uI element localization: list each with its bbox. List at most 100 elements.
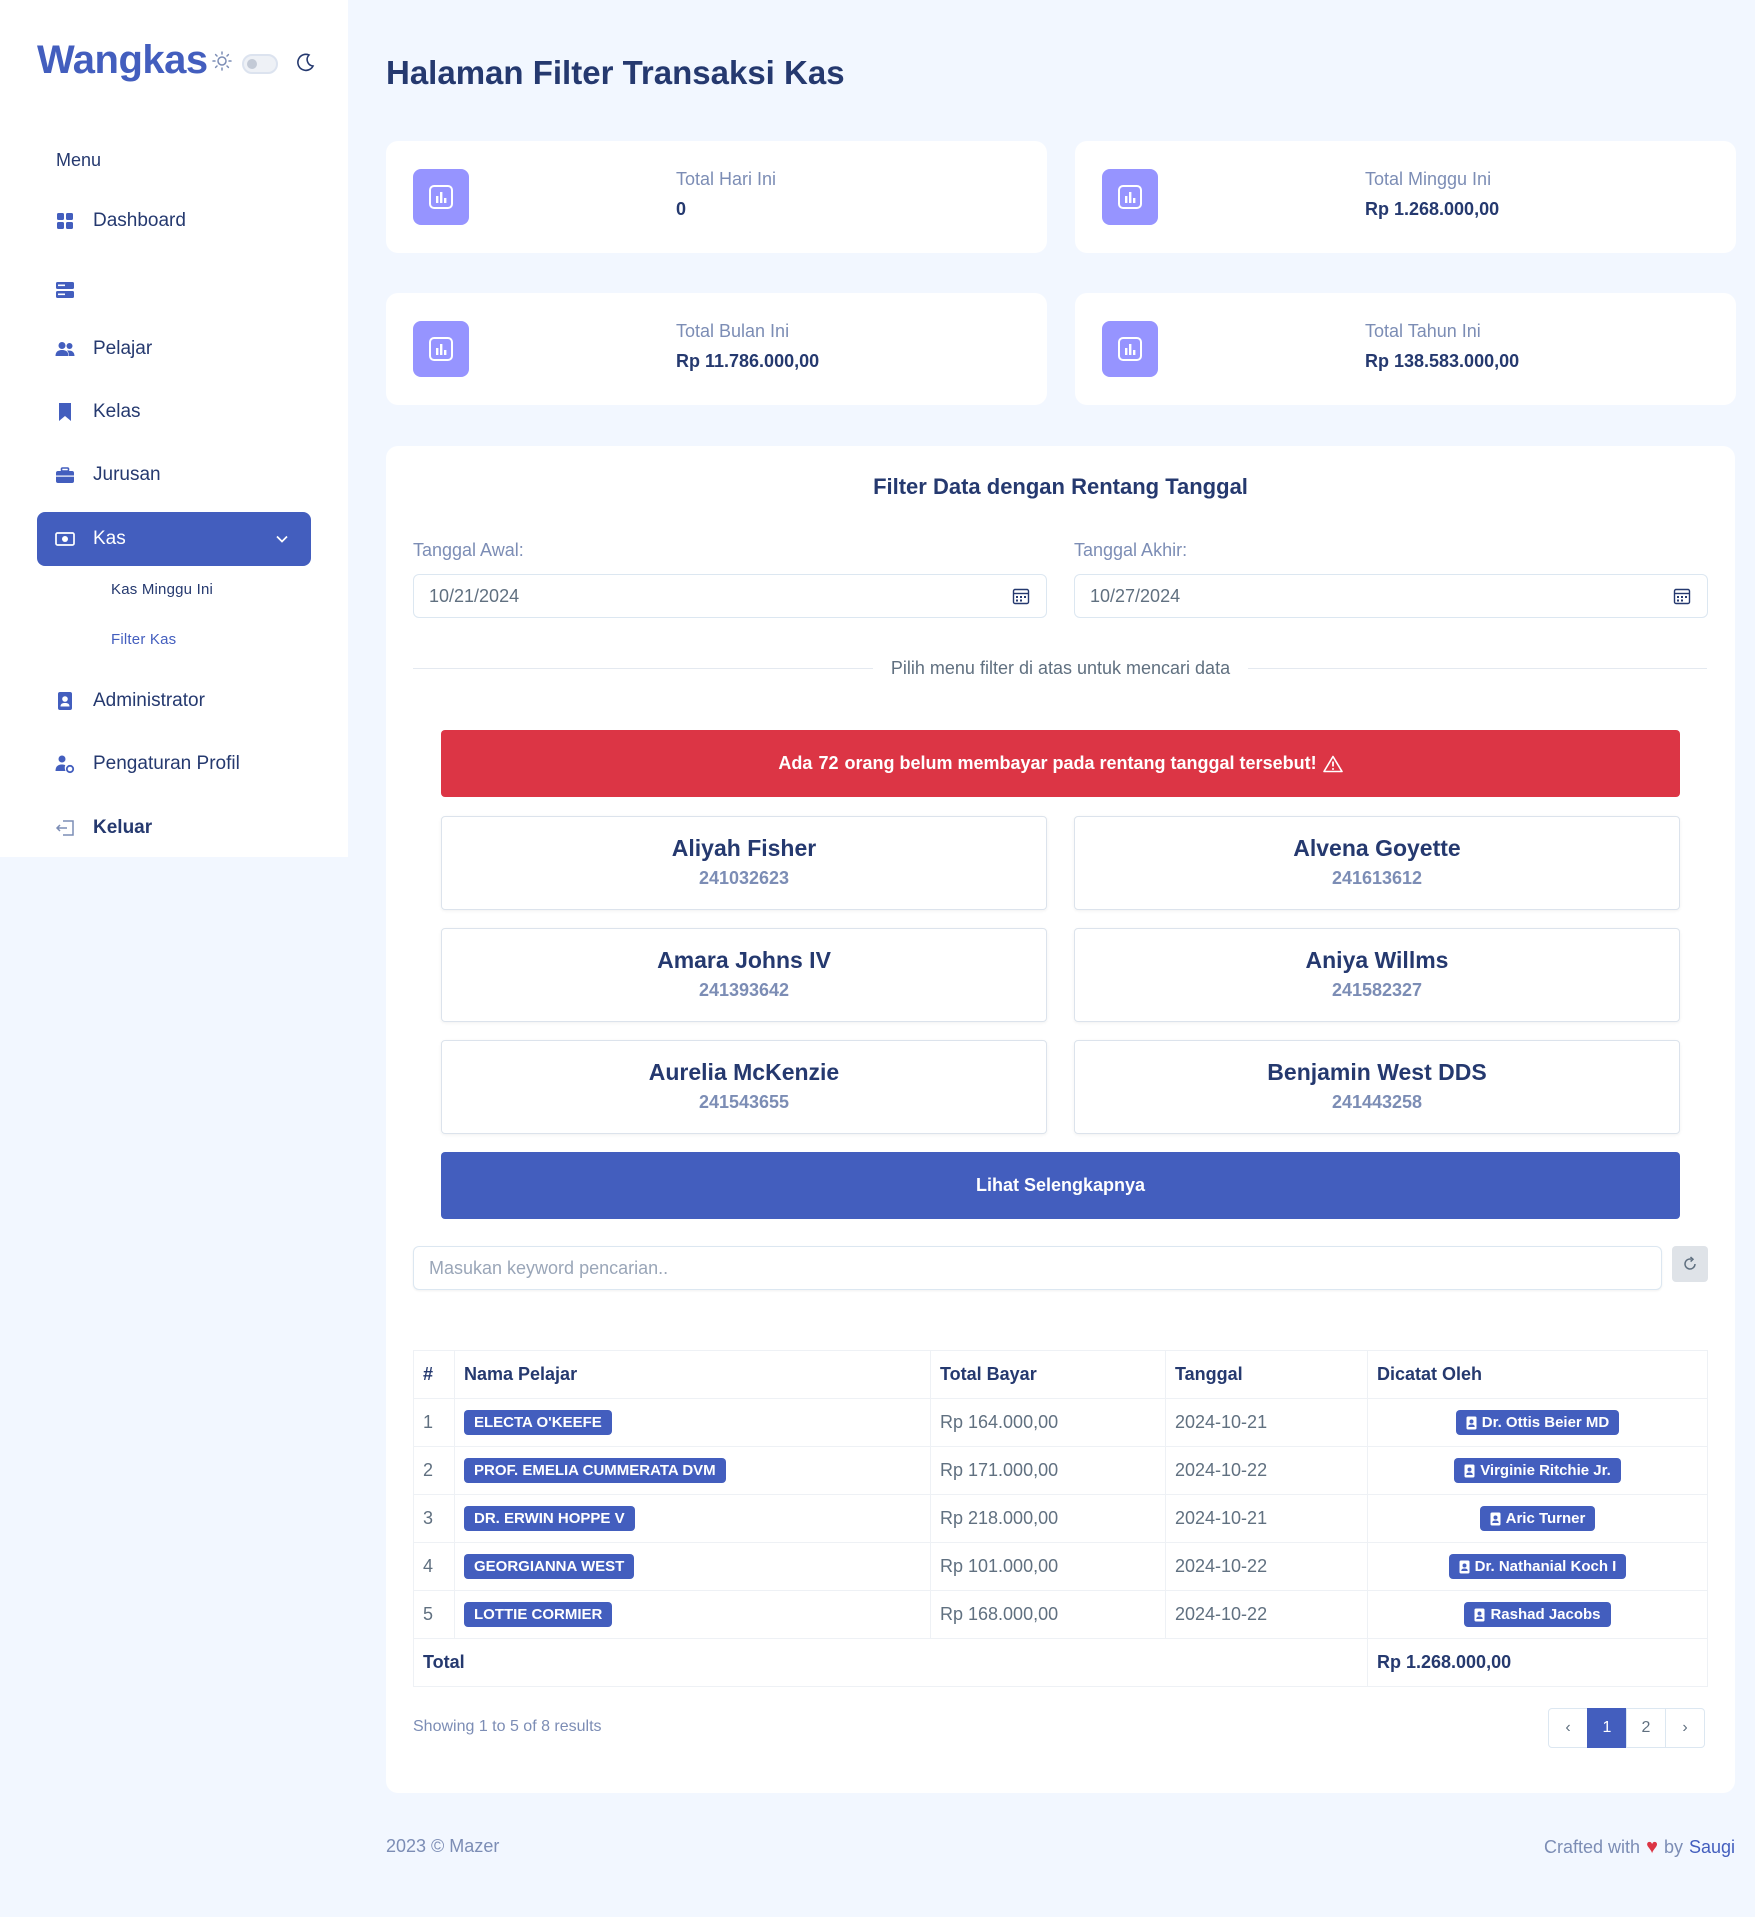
- sidebar-item-label: Keluar: [93, 817, 153, 838]
- total-label: Total: [413, 1638, 1368, 1687]
- stat-value: 0: [676, 199, 687, 219]
- student-id: 241393642: [698, 980, 790, 1000]
- calendar-icon[interactable]: [1673, 587, 1691, 610]
- refresh-button[interactable]: [1672, 1246, 1708, 1282]
- end-date-value: 10/27/2024: [1090, 585, 1181, 606]
- cash-icon: [55, 529, 75, 549]
- grid-icon: [55, 211, 75, 231]
- date-cell: 2024-10-22: [1165, 1542, 1368, 1591]
- people-icon: [55, 339, 75, 359]
- table-total-row: Total Rp 1.268.000,00: [413, 1638, 1708, 1687]
- footer-copyright: 2023 © Mazer: [386, 1836, 500, 1856]
- student-name-badge: Lottie Cormier: [464, 1602, 613, 1627]
- student-name-badge: Electa O'Keefe: [464, 1410, 612, 1435]
- column-header: #: [413, 1350, 455, 1399]
- student-id: 241443258: [1331, 1092, 1423, 1112]
- student-card: Amara Johns IV 241393642: [441, 928, 1047, 1022]
- row-number: 5: [413, 1590, 455, 1639]
- briefcase-icon: [55, 465, 75, 485]
- sidebar-item-server[interactable]: [37, 263, 311, 317]
- sun-icon: [211, 51, 232, 76]
- total-value: Rp 1.268.000,00: [1367, 1638, 1708, 1687]
- bar-chart-icon: [413, 321, 469, 377]
- pagination-next[interactable]: ›: [1665, 1708, 1705, 1748]
- author-link[interactable]: Saugi: [1688, 1837, 1735, 1857]
- filter-card: Filter Data dengan Rentang Tanggal Tangg…: [386, 446, 1735, 1793]
- table-row: 3 Dr. Erwin Hoppe V Rp 218.000,00 2024-1…: [413, 1494, 1708, 1543]
- brand-logo[interactable]: Wangkas: [37, 38, 208, 82]
- heart-icon: ♥: [1646, 1836, 1658, 1858]
- amount-cell: Rp 218.000,00: [930, 1494, 1166, 1543]
- student-id: 241543655: [698, 1092, 790, 1112]
- badge-icon: [1459, 1560, 1470, 1573]
- see-more-button[interactable]: Lihat Selengkapnya: [441, 1152, 1680, 1219]
- badge-icon: [55, 691, 75, 711]
- stat-card-week: Total Minggu Ini Rp 1.268.000,00: [1075, 141, 1736, 253]
- person-gear-icon: [55, 754, 75, 774]
- pagination-page-2[interactable]: 2: [1626, 1708, 1666, 1748]
- column-header: Dicatat Oleh: [1367, 1350, 1708, 1399]
- filter-title: Filter Data dengan Rentang Tanggal: [873, 474, 1248, 499]
- sidebar-item-keluar[interactable]: Keluar: [37, 801, 311, 855]
- stat-label: Total Bulan Ini: [676, 321, 790, 341]
- bookmark-icon: [55, 402, 75, 422]
- stat-card-today: Total Hari Ini 0: [386, 141, 1047, 253]
- recorder-badge: Aric Turner: [1479, 1506, 1596, 1531]
- end-date-input[interactable]: 10/27/2024: [1074, 574, 1708, 618]
- stat-value: Rp 11.786.000,00: [676, 351, 820, 371]
- sidebar-item-kelas[interactable]: Kelas: [37, 385, 311, 439]
- sidebar-item-kas[interactable]: Kas: [37, 512, 311, 566]
- sidebar-subitem-kas-minggu-ini[interactable]: Kas Minggu Ini: [111, 581, 214, 598]
- search-input[interactable]: [413, 1246, 1662, 1290]
- start-date-input[interactable]: 10/21/2024: [413, 574, 1047, 618]
- row-number: 3: [413, 1494, 455, 1543]
- warning-icon: [1322, 755, 1343, 773]
- pagination-page-1[interactable]: 1: [1587, 1708, 1627, 1748]
- column-header: Nama Pelajar: [454, 1350, 931, 1399]
- pagination: ‹ 1 2 ›: [1548, 1708, 1705, 1748]
- moon-icon: [296, 52, 316, 77]
- sidebar-item-pengaturan-profil[interactable]: Pengaturan Profil: [37, 737, 311, 791]
- table-row: 4 Georgianna West Rp 101.000,00 2024-10-…: [413, 1542, 1708, 1591]
- student-name: Benjamin West DDS: [1267, 1059, 1487, 1085]
- student-id: 241582327: [1331, 980, 1423, 1000]
- student-name-badge: Dr. Erwin Hoppe V: [464, 1506, 635, 1531]
- sidebar-item-jurusan[interactable]: Jurusan: [37, 448, 311, 502]
- brand: Wangkas: [37, 38, 316, 83]
- sidebar-item-label: Administrator: [93, 690, 205, 711]
- start-date-value: 10/21/2024: [429, 585, 520, 606]
- refresh-icon: [1682, 1256, 1698, 1272]
- pagination-prev[interactable]: ‹: [1548, 1708, 1588, 1748]
- stat-card-month: Total Bulan Ini Rp 11.786.000,00: [386, 293, 1047, 405]
- date-cell: 2024-10-22: [1165, 1446, 1368, 1495]
- table-header-row: # Nama Pelajar Total Bayar Tanggal Dicat…: [413, 1350, 1708, 1399]
- student-name-badge: Georgianna West: [464, 1554, 635, 1579]
- unpaid-alert: Ada 72 orang belum membayar pada rentang t…: [441, 730, 1680, 797]
- sidebar-item-pelajar[interactable]: Pelajar: [37, 322, 311, 376]
- student-name-badge: Prof. Emelia Cummerata DVM: [464, 1458, 726, 1483]
- calendar-icon[interactable]: [1012, 587, 1030, 610]
- amount-cell: Rp 164.000,00: [930, 1398, 1166, 1447]
- sidebar-item-dashboard[interactable]: Dashboard: [37, 194, 311, 248]
- student-card: Aurelia McKenzie 241543655: [441, 1040, 1047, 1134]
- pagination-summary: Showing 1 to 5 of 8 results: [413, 1718, 602, 1735]
- table-row: 5 Lottie Cormier Rp 168.000,00 2024-10-2…: [413, 1590, 1708, 1639]
- row-number: 2: [413, 1446, 455, 1495]
- bar-chart-icon: [413, 169, 469, 225]
- student-name: Aliyah Fisher: [671, 835, 817, 861]
- end-date-label: Tanggal Akhir:: [1074, 540, 1188, 560]
- chevron-down-icon: [275, 530, 289, 552]
- sidebar-subitem-filter-kas[interactable]: Filter Kas: [111, 631, 177, 648]
- page-title: Halaman Filter Transaksi Kas: [386, 54, 845, 91]
- sidebar-item-administrator[interactable]: Administrator: [37, 674, 311, 728]
- table-row: 1 Electa O'Keefe Rp 164.000,00 2024-10-2…: [413, 1398, 1708, 1447]
- unpaid-count: 72: [818, 753, 839, 773]
- filter-hint: Pilih menu filter di atas untuk mencari …: [386, 658, 1735, 679]
- theme-toggle[interactable]: [241, 53, 278, 74]
- sidebar-item-label: Dashboard: [93, 210, 186, 231]
- stat-value: Rp 1.268.000,00: [1365, 199, 1500, 219]
- bar-chart-icon: [1102, 169, 1158, 225]
- date-cell: 2024-10-21: [1165, 1494, 1368, 1543]
- badge-icon: [1490, 1512, 1501, 1525]
- recorder-badge: Dr. Nathanial Koch I: [1448, 1554, 1627, 1579]
